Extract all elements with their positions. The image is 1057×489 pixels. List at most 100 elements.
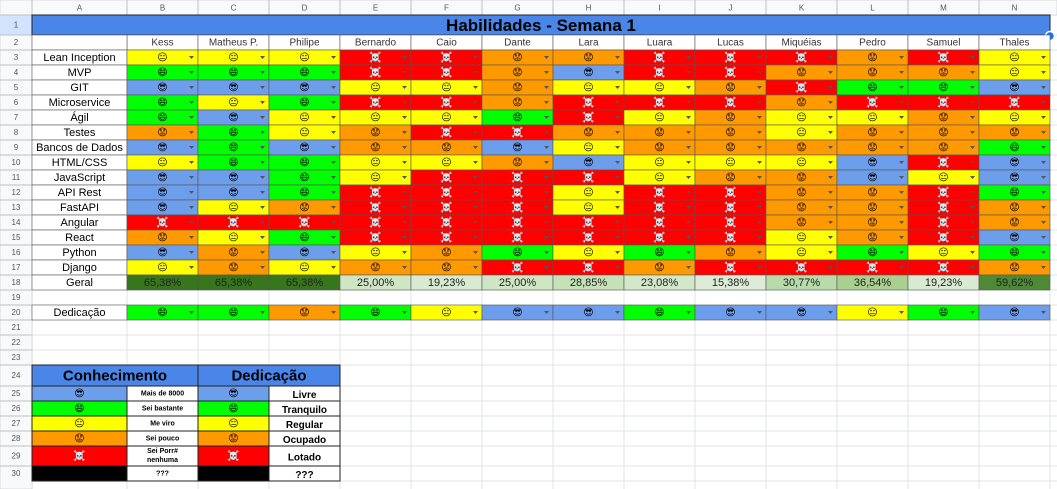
- dropdown-arrow[interactable]: [757, 221, 762, 224]
- dropdown-arrow[interactable]: [828, 86, 833, 89]
- dropdown-arrow[interactable]: [544, 311, 549, 314]
- dropdown-arrow[interactable]: [331, 206, 336, 209]
- dropdown-arrow[interactable]: [544, 131, 549, 134]
- dropdown-arrow[interactable]: [260, 251, 265, 254]
- dropdown-arrow[interactable]: [402, 101, 407, 104]
- dropdown-arrow[interactable]: [615, 161, 620, 164]
- dropdown-arrow[interactable]: [686, 116, 691, 119]
- dropdown-arrow[interactable]: [189, 221, 194, 224]
- dropdown-arrow[interactable]: [544, 116, 549, 119]
- dropdown-arrow[interactable]: [686, 176, 691, 179]
- dropdown-arrow[interactable]: [970, 86, 975, 89]
- dropdown-arrow[interactable]: [686, 161, 691, 164]
- dropdown-arrow[interactable]: [260, 176, 265, 179]
- dropdown-arrow[interactable]: [686, 56, 691, 59]
- dropdown-arrow[interactable]: [1041, 131, 1046, 134]
- dropdown-arrow[interactable]: [331, 146, 336, 149]
- dropdown-arrow[interactable]: [402, 116, 407, 119]
- dropdown-arrow[interactable]: [189, 131, 194, 134]
- dropdown-arrow[interactable]: [1041, 161, 1046, 164]
- dropdown-arrow[interactable]: [260, 146, 265, 149]
- dropdown-arrow[interactable]: [189, 86, 194, 89]
- dropdown-arrow[interactable]: [260, 161, 265, 164]
- dropdown-arrow[interactable]: [757, 116, 762, 119]
- dropdown-arrow[interactable]: [757, 311, 762, 314]
- dropdown-arrow[interactable]: [615, 176, 620, 179]
- dropdown-arrow[interactable]: [473, 251, 478, 254]
- dropdown-arrow[interactable]: [828, 236, 833, 239]
- dropdown-arrow[interactable]: [402, 236, 407, 239]
- dropdown-arrow[interactable]: [260, 86, 265, 89]
- dropdown-arrow[interactable]: [473, 56, 478, 59]
- dropdown-arrow[interactable]: [473, 221, 478, 224]
- dropdown-arrow[interactable]: [189, 236, 194, 239]
- dropdown-arrow[interactable]: [189, 311, 194, 314]
- dropdown-arrow[interactable]: [544, 56, 549, 59]
- dropdown-arrow[interactable]: [615, 101, 620, 104]
- dropdown-arrow[interactable]: [757, 146, 762, 149]
- dropdown-arrow[interactable]: [1041, 266, 1046, 269]
- dropdown-arrow[interactable]: [1041, 101, 1046, 104]
- dropdown-arrow[interactable]: [189, 206, 194, 209]
- dropdown-arrow[interactable]: [828, 191, 833, 194]
- dropdown-arrow[interactable]: [615, 221, 620, 224]
- dropdown-arrow[interactable]: [757, 131, 762, 134]
- dropdown-arrow[interactable]: [757, 206, 762, 209]
- dropdown-arrow[interactable]: [899, 101, 904, 104]
- dropdown-arrow[interactable]: [189, 146, 194, 149]
- dropdown-arrow[interactable]: [544, 146, 549, 149]
- dropdown-arrow[interactable]: [402, 221, 407, 224]
- dropdown-arrow[interactable]: [899, 191, 904, 194]
- dropdown-arrow[interactable]: [757, 161, 762, 164]
- dropdown-arrow[interactable]: [615, 71, 620, 74]
- dropdown-arrow[interactable]: [970, 146, 975, 149]
- dropdown-arrow[interactable]: [473, 206, 478, 209]
- dropdown-arrow[interactable]: [402, 206, 407, 209]
- dropdown-arrow[interactable]: [970, 176, 975, 179]
- dropdown-arrow[interactable]: [260, 131, 265, 134]
- dropdown-arrow[interactable]: [544, 86, 549, 89]
- dropdown-arrow[interactable]: [331, 116, 336, 119]
- dropdown-arrow[interactable]: [828, 176, 833, 179]
- dropdown-arrow[interactable]: [331, 221, 336, 224]
- dropdown-arrow[interactable]: [189, 191, 194, 194]
- dropdown-arrow[interactable]: [615, 191, 620, 194]
- dropdown-arrow[interactable]: [473, 266, 478, 269]
- dropdown-arrow[interactable]: [331, 251, 336, 254]
- dropdown-arrow[interactable]: [899, 86, 904, 89]
- dropdown-arrow[interactable]: [189, 161, 194, 164]
- dropdown-arrow[interactable]: [1041, 191, 1046, 194]
- dropdown-arrow[interactable]: [828, 71, 833, 74]
- dropdown-arrow[interactable]: [331, 101, 336, 104]
- dropdown-arrow[interactable]: [473, 311, 478, 314]
- dropdown-arrow[interactable]: [615, 206, 620, 209]
- dropdown-arrow[interactable]: [544, 101, 549, 104]
- dropdown-arrow[interactable]: [686, 251, 691, 254]
- dropdown-arrow[interactable]: [615, 236, 620, 239]
- dropdown-arrow[interactable]: [402, 311, 407, 314]
- dropdown-arrow[interactable]: [615, 116, 620, 119]
- dropdown-arrow[interactable]: [615, 146, 620, 149]
- dropdown-arrow[interactable]: [1041, 176, 1046, 179]
- dropdown-arrow[interactable]: [331, 56, 336, 59]
- dropdown-arrow[interactable]: [615, 266, 620, 269]
- dropdown-arrow[interactable]: [331, 311, 336, 314]
- dropdown-arrow[interactable]: [970, 131, 975, 134]
- dropdown-arrow[interactable]: [970, 266, 975, 269]
- dropdown-arrow[interactable]: [970, 311, 975, 314]
- dropdown-arrow[interactable]: [544, 266, 549, 269]
- dropdown-arrow[interactable]: [1041, 116, 1046, 119]
- dropdown-arrow[interactable]: [331, 191, 336, 194]
- dropdown-arrow[interactable]: [686, 266, 691, 269]
- dropdown-arrow[interactable]: [331, 236, 336, 239]
- dropdown-arrow[interactable]: [615, 251, 620, 254]
- dropdown-arrow[interactable]: [402, 146, 407, 149]
- dropdown-arrow[interactable]: [260, 311, 265, 314]
- dropdown-arrow[interactable]: [331, 71, 336, 74]
- dropdown-arrow[interactable]: [899, 251, 904, 254]
- dropdown-arrow[interactable]: [757, 56, 762, 59]
- dropdown-arrow[interactable]: [686, 221, 691, 224]
- dropdown-arrow[interactable]: [402, 176, 407, 179]
- dropdown-arrow[interactable]: [899, 131, 904, 134]
- dropdown-arrow[interactable]: [544, 176, 549, 179]
